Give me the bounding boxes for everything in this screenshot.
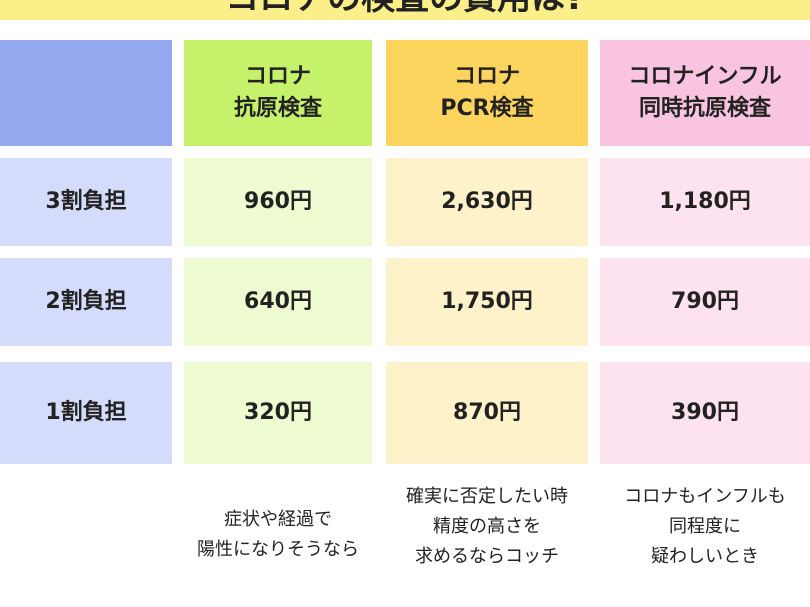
title-band: コロナの検査の費用は? bbox=[0, 0, 810, 20]
row-label-text: 2割負担 bbox=[45, 289, 127, 314]
row-label-text: 3割負担 bbox=[45, 189, 127, 214]
row-label-text: 1割負担 bbox=[45, 400, 127, 425]
note-line: 疑わしいとき bbox=[651, 546, 759, 567]
header-line: 抗原検査 bbox=[233, 96, 322, 121]
title: コロナの検査の費用は? bbox=[0, 0, 810, 18]
price-cell: 320円 bbox=[184, 362, 372, 464]
price-cell: 2,630円 bbox=[386, 158, 588, 246]
row-label: 2割負担 bbox=[0, 258, 172, 346]
header-line: 同時抗原検査 bbox=[638, 96, 771, 121]
price-cell: 640円 bbox=[184, 258, 372, 346]
header-line: PCR検査 bbox=[440, 96, 534, 121]
note-line: 症状や経過で bbox=[224, 509, 332, 530]
column-header: コロナインフル 同時抗原検査 bbox=[600, 40, 810, 146]
price: 790円 bbox=[671, 289, 739, 314]
row-label: 1割負担 bbox=[0, 362, 172, 464]
header-line: コロナ bbox=[244, 64, 311, 89]
header-line: コロナ bbox=[453, 64, 520, 89]
price: 320円 bbox=[244, 400, 312, 425]
note-line: 陽性になりそうなら bbox=[197, 539, 359, 560]
price-cell: 1,750円 bbox=[386, 258, 588, 346]
note-line: 精度の高さを bbox=[433, 516, 541, 537]
price-cell: 870円 bbox=[386, 362, 588, 464]
header-corner bbox=[0, 40, 172, 146]
price: 640円 bbox=[244, 289, 312, 314]
note: 確実に否定したい時 精度の高さを 求めるならコッチ bbox=[376, 482, 598, 572]
column-header: コロナ 抗原検査 bbox=[184, 40, 372, 146]
price-cell: 960円 bbox=[184, 158, 372, 246]
column-header: コロナ PCR検査 bbox=[386, 40, 588, 146]
row-label: 3割負担 bbox=[0, 158, 172, 246]
price-cell: 390円 bbox=[600, 362, 810, 464]
price-cell: 1,180円 bbox=[600, 158, 810, 246]
note: 症状や経過で陽性になりそうなら bbox=[174, 505, 382, 565]
note-line: 求めるならコッチ bbox=[415, 546, 559, 567]
price-cell: 790円 bbox=[600, 258, 810, 346]
price: 870円 bbox=[453, 400, 521, 425]
price: 1,750円 bbox=[441, 289, 533, 314]
price: 1,180円 bbox=[659, 189, 751, 214]
price: 960円 bbox=[244, 189, 312, 214]
price: 390円 bbox=[671, 400, 739, 425]
header-line: コロナインフル bbox=[628, 64, 782, 89]
note: コロナもインフルも 同程度に疑わしいとき bbox=[590, 482, 810, 572]
price: 2,630円 bbox=[441, 189, 533, 214]
note-line: 同程度に bbox=[669, 516, 741, 537]
note-line: 確実に否定したい時 bbox=[406, 486, 568, 507]
note-line: コロナもインフルも bbox=[624, 486, 786, 507]
